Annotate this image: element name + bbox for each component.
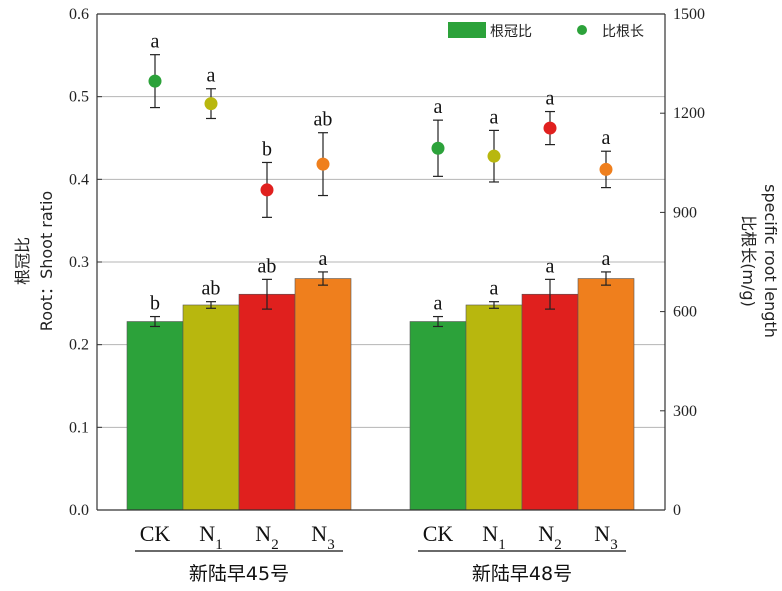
left-tick-label-3: 0.3 xyxy=(69,254,89,271)
right-tick-label-2: 600 xyxy=(673,304,697,321)
point-sig-label-g0-c3: ab xyxy=(314,109,333,131)
bar-sig-label-g0-c0: b xyxy=(150,293,160,315)
category-label-g0-c0: CK xyxy=(140,521,171,546)
right-tick-label-3: 900 xyxy=(673,204,697,221)
point-sig-label-g1-c3: a xyxy=(602,127,611,149)
right-axis-title-en: specific root length xyxy=(761,184,780,338)
legend-marker-point xyxy=(577,25,587,35)
bar-sig-label-g1-c3: a xyxy=(602,248,611,270)
category-label-g1-c2: N2 xyxy=(538,521,561,553)
bar-sig-label-g0-c1: ab xyxy=(202,278,221,300)
bar-g0-c2 xyxy=(238,293,296,511)
group-label-0: 新陆早45号 xyxy=(189,563,289,585)
right-tick-label-1: 300 xyxy=(673,403,697,420)
point-sig-label-g0-c2: b xyxy=(262,138,272,160)
point-sig-label-g0-c0: a xyxy=(151,31,160,53)
legend: 根冠比 比根长 xyxy=(448,22,644,40)
category-subscript-g1-c3: 3 xyxy=(610,537,618,553)
point-g1-c2 xyxy=(543,121,557,135)
left-tick-label-0: 0.0 xyxy=(69,502,89,519)
bar-g0-c3 xyxy=(294,278,352,511)
category-label-g1-c0: CK xyxy=(423,521,454,546)
left-tick-label-1: 0.1 xyxy=(69,419,89,436)
right-tick-label-4: 1200 xyxy=(673,105,705,122)
point-sig-label-g0-c1: a xyxy=(207,65,216,87)
bar-g0-c0 xyxy=(126,321,184,511)
bar-sig-label-g0-c3: a xyxy=(319,248,328,270)
right-tick-label-0: 0 xyxy=(673,502,681,519)
group-label-1: 新陆早48号 xyxy=(472,563,572,585)
bar-g1-c1 xyxy=(465,304,523,511)
category-subscript-g1-c1: 1 xyxy=(498,537,506,553)
bar-sig-label-g0-c2: ab xyxy=(258,255,277,277)
axes: 0.0 0.1 0.2 0.3 0.4 0.5 0.6 0 300 600 900 1200 1500 C… xyxy=(69,6,705,585)
bar-g1-c2 xyxy=(521,293,579,511)
point-g1-c1 xyxy=(487,149,501,163)
category-label-g1-c1: N1 xyxy=(482,521,505,553)
category-label-g0-c1: N1 xyxy=(199,521,222,553)
left-tick-label-5: 0.5 xyxy=(69,89,89,106)
legend-label-point: 比根长 xyxy=(602,24,644,40)
bar-g1-c0 xyxy=(409,321,467,511)
left-tick-label-6: 0.6 xyxy=(69,6,89,23)
legend-swatch-bar xyxy=(448,22,486,38)
category-subscript-g0-c1: 1 xyxy=(215,537,223,553)
legend-label-bar: 根冠比 xyxy=(490,24,532,40)
axis-labels: 根冠比 Root：Shoot ratio 比根长(m/g) specific r… xyxy=(13,184,780,338)
bar-sig-label-g1-c0: a xyxy=(434,293,443,315)
category-subscript-g0-c2: 2 xyxy=(271,537,279,553)
category-label-g0-c2: N2 xyxy=(255,521,278,553)
right-tick-label-5: 1500 xyxy=(673,6,705,23)
point-sig-label-g1-c2: a xyxy=(546,88,555,110)
right-axis-title-cn: 比根长(m/g) xyxy=(739,215,758,307)
category-label-g1-c3: N3 xyxy=(594,521,617,553)
category-subscript-g0-c3: 3 xyxy=(327,537,335,553)
left-axis-title-en: Root：Shoot ratio xyxy=(37,191,56,331)
bar-g1-c3 xyxy=(577,278,635,511)
category-label-g0-c3: N3 xyxy=(311,521,334,553)
point-g0-c3 xyxy=(316,157,330,171)
point-sig-label-g1-c0: a xyxy=(434,96,443,118)
bar-g0-c1 xyxy=(182,304,240,511)
bar-series: b ab ab a a a a a xyxy=(126,248,635,511)
bar-sig-label-g1-c2: a xyxy=(546,255,555,277)
point-g0-c1 xyxy=(204,97,218,111)
left-tick-label-4: 0.4 xyxy=(69,171,89,188)
bar-sig-label-g1-c1: a xyxy=(490,278,499,300)
point-g1-c3 xyxy=(599,162,613,176)
category-subscript-g1-c2: 2 xyxy=(554,537,562,553)
point-g0-c0 xyxy=(148,74,162,88)
point-sig-label-g1-c1: a xyxy=(490,106,499,128)
point-g1-c0 xyxy=(431,141,445,155)
left-axis-title-cn: 根冠比 xyxy=(13,237,32,285)
left-tick-label-2: 0.2 xyxy=(69,337,89,354)
point-g0-c2 xyxy=(260,183,274,197)
